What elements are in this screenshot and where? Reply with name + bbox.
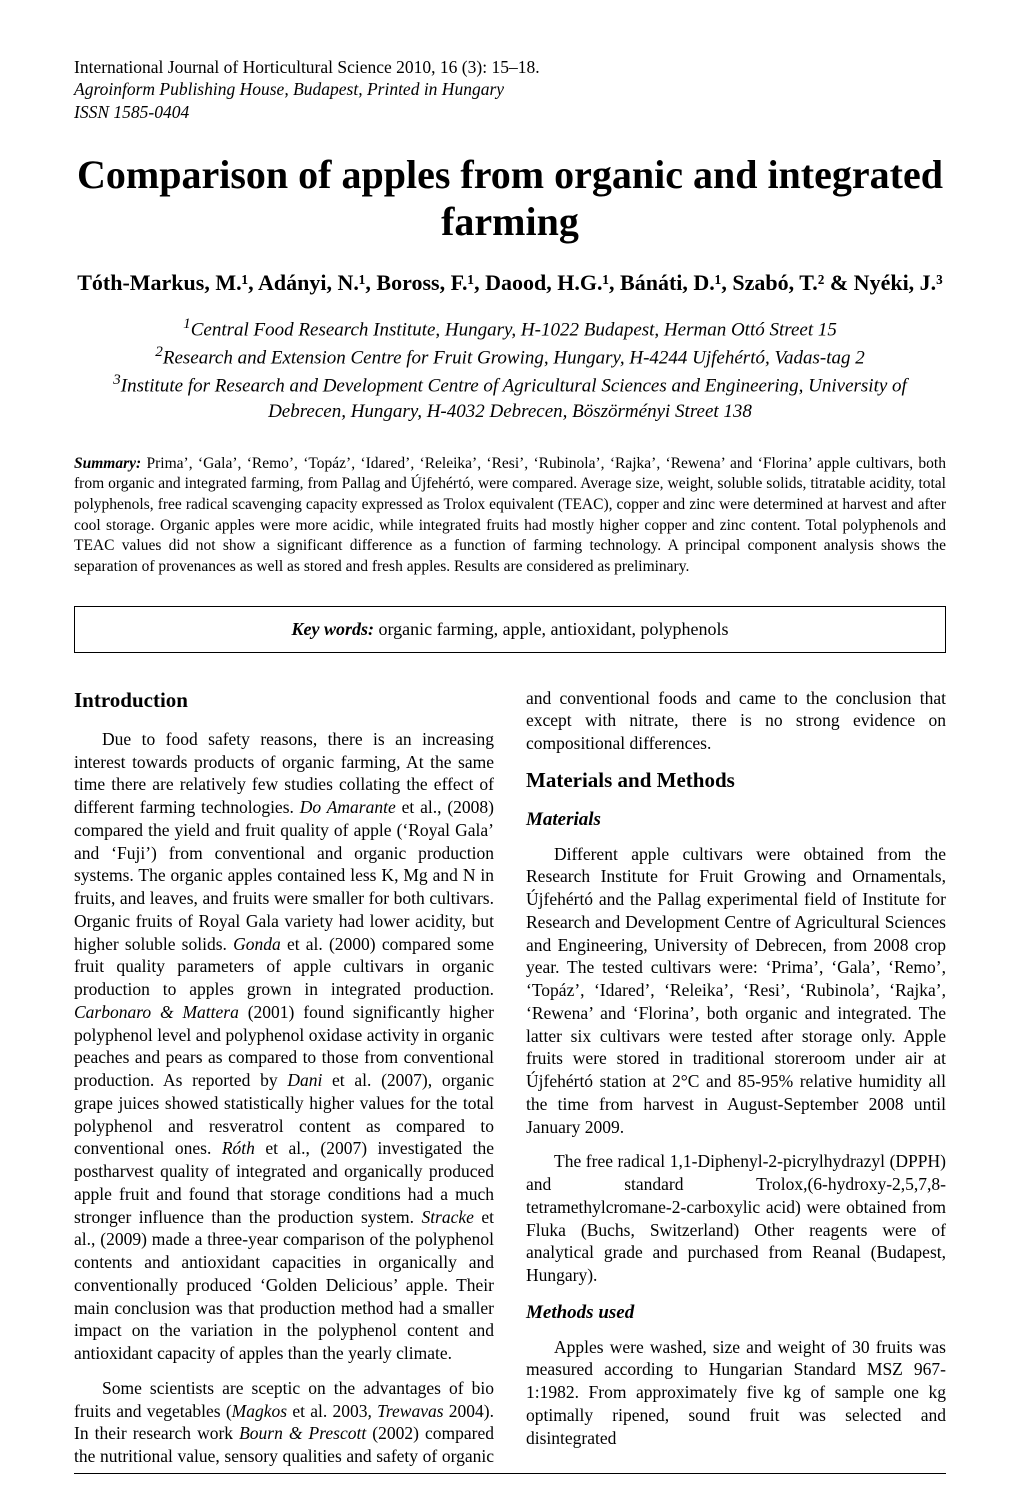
aff-text-1: Central Food Research Institute, Hungary…: [191, 319, 837, 340]
journal-meta: International Journal of Horticultural S…: [74, 56, 946, 123]
methods-p1: Apples were washed, size and weight of 3…: [526, 1336, 946, 1450]
authors: Tóth-Markus, M.¹, Adányi, N.¹, Boross, F…: [74, 270, 946, 296]
keywords-box: Key words: organic farming, apple, antio…: [74, 606, 946, 653]
affiliations: 1Central Food Research Institute, Hungar…: [100, 314, 920, 424]
aff-sup-3: 3: [113, 371, 121, 388]
intro-p2-b: et al. 2003: [287, 1401, 367, 1421]
keywords-label: Key words:: [291, 619, 374, 639]
aff-text-2: Research and Extension Centre for Fruit …: [163, 347, 865, 368]
au-trewavas: , Trewavas: [367, 1401, 443, 1421]
au-stracke: Stracke: [421, 1207, 473, 1227]
materials-p1: Different apple cultivars were obtained …: [526, 843, 946, 1139]
intro-p1: Due to food safety reasons, there is an …: [74, 728, 494, 1365]
au-dani: Dani: [287, 1070, 322, 1090]
article-title: Comparison of apples from organic and in…: [74, 151, 946, 245]
intro-p1-b: et al., (2008) compared the yield and fr…: [74, 797, 494, 954]
body-columns: Introduction Due to food safety reasons,…: [74, 687, 946, 1468]
subheading-materials: Materials: [526, 808, 946, 833]
journal-line2: Agroinform Publishing House, Budapest, P…: [74, 78, 946, 100]
au-magkos: Magkos: [232, 1401, 287, 1421]
au-carbonaro: Carbonaro & Mattera: [74, 1002, 239, 1022]
au-gonda: Gonda: [233, 934, 281, 954]
methods-block: Methods used Apples were washed, size an…: [526, 1301, 946, 1449]
affiliation-1: 1Central Food Research Institute, Hungar…: [100, 314, 920, 342]
journal-line1: International Journal of Horticultural S…: [74, 56, 946, 78]
aff-sup-2: 2: [155, 343, 163, 360]
summary-text: Prima’, ‘Gala’, ‘Remo’, ‘Topáz’, ‘Idared…: [74, 455, 946, 575]
title-line-1: Comparison of apples from organic and in…: [77, 152, 943, 197]
title-line-2: farming: [441, 199, 579, 244]
summary-label: Summary:: [74, 455, 141, 472]
page: International Journal of Horticultural S…: [0, 0, 1020, 1508]
aff-text-3: Institute for Research and Development C…: [121, 376, 907, 422]
summary: Summary: Prima’, ‘Gala’, ‘Remo’, ‘Topáz’…: [74, 454, 946, 578]
affiliation-2: 2Research and Extension Centre for Fruit…: [100, 342, 920, 370]
intro-p1-g: et al., (2009) made a three-year compari…: [74, 1207, 494, 1364]
journal-issn: ISSN 1585-0404: [74, 101, 946, 123]
au-roth: Róth: [222, 1138, 255, 1158]
subheading-methods: Methods used: [526, 1301, 946, 1326]
au-bourn: Bourn & Prescott: [239, 1423, 366, 1443]
aff-sup-1: 1: [183, 315, 191, 332]
keywords-text: organic farming, apple, antioxidant, pol…: [374, 619, 729, 639]
footer-rule: [74, 1473, 946, 1474]
heading-introduction: Introduction: [74, 687, 494, 714]
affiliation-3: 3Institute for Research and Development …: [100, 370, 920, 423]
au-do-amarante: Do Amarante: [300, 797, 396, 817]
materials-p2: The free radical 1,1-Diphenyl-2-picrylhy…: [526, 1150, 946, 1287]
heading-materials-methods: Materials and Methods: [526, 767, 946, 794]
